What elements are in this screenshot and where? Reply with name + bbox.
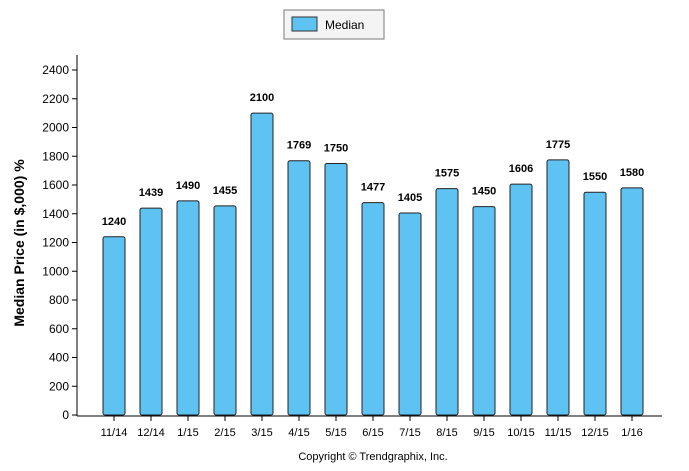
value-label: 1575: [435, 168, 459, 180]
value-label: 1769: [287, 140, 311, 152]
y-tick-label: 600: [49, 322, 69, 336]
y-axis-title: Median Price (in $,000) %: [11, 159, 27, 327]
x-tick-label: 8/15: [436, 427, 457, 439]
value-label: 1606: [509, 163, 533, 175]
legend-label: Median: [325, 18, 364, 32]
x-tick-label: 2/15: [214, 427, 235, 439]
bar-10-15: [509, 183, 533, 416]
value-label: 1240: [102, 216, 126, 228]
value-label: 1439: [139, 187, 163, 199]
y-axis-ticks: 0 200 400 600 800 1000 1200 1400 1600 1800 2000 220…: [42, 63, 77, 422]
x-tick-label: 12/14: [137, 427, 165, 439]
x-tick-label: 11/15: [545, 427, 572, 439]
value-label: 1455: [213, 185, 237, 197]
value-label: 1750: [324, 142, 348, 154]
value-labels: 1240 1439 1490 1455 2100 1769 1750 1477 1405 1575…: [102, 92, 644, 228]
y-tick-label: 400: [49, 351, 69, 365]
y-tick-label: 0: [62, 408, 69, 422]
x-tick-label: 10/15: [507, 427, 535, 439]
bar-3-15: [250, 112, 274, 416]
value-label: 1477: [361, 182, 385, 194]
value-label: 1490: [176, 180, 200, 192]
x-tick-label: 5/15: [325, 427, 346, 439]
y-tick-label: 1400: [42, 207, 69, 221]
value-label: 1550: [583, 171, 607, 183]
y-tick-label: 2000: [42, 121, 69, 135]
bar-4-15: [287, 160, 311, 416]
value-label: 1775: [546, 139, 570, 151]
bar-7-15: [398, 212, 422, 416]
x-tick-label: 3/15: [251, 427, 272, 439]
x-tick-label: 12/15: [581, 427, 609, 439]
value-label: 1580: [620, 167, 644, 179]
bar-8-15: [435, 188, 459, 416]
bar-12-15: [583, 191, 607, 416]
value-label: 2100: [250, 92, 274, 104]
bar-6-15: [361, 202, 385, 416]
legend: Median: [283, 9, 385, 40]
copyright-text: Copyright © Trendgraphix, Inc.: [298, 451, 447, 463]
y-tick-label: 200: [49, 379, 69, 393]
x-tick-label: 4/15: [288, 427, 309, 439]
y-tick-label: 2400: [42, 63, 69, 77]
bar-5-15: [324, 162, 348, 416]
x-tick-label: 9/15: [473, 427, 494, 439]
bar-2-15: [213, 205, 237, 416]
bars: [102, 112, 644, 416]
bar-1-15: [176, 200, 200, 416]
y-tick-label: 1200: [42, 236, 69, 250]
y-tick-label: 1800: [42, 149, 69, 163]
bar-1-16: [620, 187, 644, 416]
y-tick-label: 2200: [42, 92, 69, 106]
bar-11-14: [102, 236, 126, 416]
y-tick-label: 1600: [42, 178, 69, 192]
legend-swatch: [291, 16, 318, 32]
x-tick-label: 1/15: [177, 427, 198, 439]
x-tick-label: 6/15: [362, 427, 383, 439]
x-tick-label: 11/14: [101, 427, 128, 439]
y-tick-label: 800: [49, 293, 69, 307]
value-label: 1450: [472, 186, 496, 198]
y-tick-label: 1000: [42, 264, 69, 278]
bar-11-15: [546, 159, 570, 416]
x-axis-ticks: 11/14 12/14 1/15 2/15 3/15 4/15 5/15 6/15 7/15 8/…: [101, 416, 643, 439]
bar-12-14: [139, 207, 163, 416]
x-tick-label: 1/16: [621, 427, 642, 439]
x-tick-label: 7/15: [399, 427, 420, 439]
bar-9-15: [472, 206, 496, 416]
value-label: 1405: [398, 192, 422, 204]
